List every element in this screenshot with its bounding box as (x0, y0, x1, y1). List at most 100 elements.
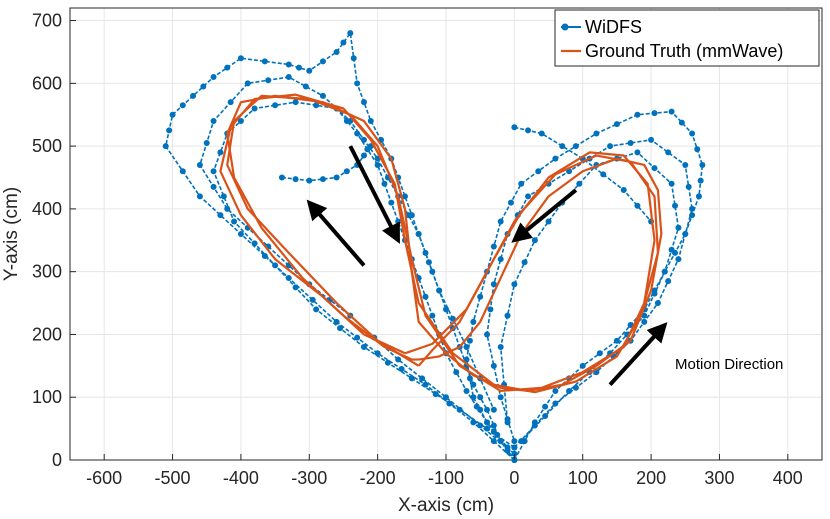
widfs-data-point (251, 105, 258, 112)
widfs-data-point (285, 61, 292, 68)
widfs-data-point (490, 428, 497, 435)
widfs-data-point (694, 146, 701, 153)
widfs-data-point (490, 362, 497, 369)
widfs-data-point (596, 350, 603, 357)
widfs-data-point (504, 447, 511, 454)
y-tick-label: 0 (52, 450, 62, 470)
widfs-data-point (306, 177, 313, 184)
widfs-data-point (651, 110, 658, 117)
widfs-data-point (545, 218, 552, 225)
widfs-data-point (272, 102, 279, 109)
widfs-data-point (217, 149, 224, 156)
widfs-data-point (552, 155, 559, 162)
x-tick-label: -600 (86, 468, 122, 488)
x-tick-label: -100 (428, 468, 464, 488)
widfs-data-point (408, 375, 415, 382)
widfs-data-point (634, 202, 641, 209)
widfs-data-point (651, 290, 658, 297)
widfs-data-point (429, 312, 436, 319)
widfs-data-point (265, 77, 272, 84)
widfs-data-point (179, 102, 186, 109)
widfs-data-point (689, 130, 696, 137)
y-tick-label: 300 (32, 262, 62, 282)
x-tick-label: -400 (223, 468, 259, 488)
widfs-data-point (542, 413, 549, 420)
widfs-data-point (651, 165, 658, 172)
widfs-data-point (559, 143, 566, 150)
widfs-data-point (422, 293, 429, 300)
widfs-data-point (665, 278, 672, 285)
widfs-data-point (210, 74, 217, 81)
widfs-data-point (511, 450, 518, 457)
widfs-data-point (237, 118, 244, 124)
widfs-data-point (497, 394, 504, 401)
x-tick-label: -500 (155, 468, 191, 488)
widfs-data-point (552, 387, 559, 394)
widfs-data-point (689, 205, 696, 212)
widfs-data-point (607, 143, 614, 150)
widfs-data-point (333, 48, 340, 55)
widfs-data-point (641, 318, 648, 325)
widfs-data-point (231, 218, 238, 225)
widfs-data-point (572, 143, 579, 150)
widfs-data-point (466, 337, 473, 344)
widfs-data-point (237, 231, 244, 237)
widfs-data-point (672, 202, 679, 209)
widfs-data-point (477, 406, 484, 413)
x-tick-label: 300 (704, 468, 734, 488)
widfs-data-point (309, 296, 316, 303)
widfs-data-point (654, 300, 661, 307)
widfs-data-point (487, 306, 494, 313)
widfs-data-point (200, 83, 207, 90)
widfs-data-point (162, 143, 169, 150)
widfs-data-point (497, 438, 504, 445)
widfs-data-point (237, 55, 244, 62)
widfs-data-point (340, 39, 347, 46)
widfs-data-point (490, 406, 497, 413)
widfs-data-point (497, 218, 504, 225)
widfs-data-point (196, 193, 203, 200)
widfs-data-point (169, 111, 176, 118)
widfs-data-point (593, 130, 600, 137)
widfs-data-point (497, 344, 504, 350)
widfs-data-point (504, 312, 511, 319)
widfs-data-point (210, 168, 217, 175)
x-axis-label: X-axis (cm) (398, 495, 494, 516)
widfs-data-point (313, 306, 320, 313)
widfs-data-point (278, 174, 285, 181)
x-tick-label: -200 (360, 468, 396, 488)
widfs-data-point (319, 92, 326, 99)
widfs-trace-line (514, 126, 652, 222)
legend: WiDFS Ground Truth (mmWave) (554, 9, 820, 67)
widfs-data-point (285, 74, 292, 81)
ground-truth-trace-line (219, 93, 660, 394)
widfs-data-point (627, 322, 634, 329)
motion-direction-arrow (348, 145, 400, 244)
widfs-data-point (224, 64, 231, 71)
widfs-data-point (490, 243, 497, 250)
motion-direction-arrow (306, 199, 366, 267)
widfs-data-point (432, 391, 439, 398)
widfs-data-point (436, 287, 443, 294)
y-tick-label: 600 (32, 73, 62, 93)
widfs-data-point (415, 231, 422, 237)
widfs-data-point (302, 83, 309, 90)
widfs-data-point (337, 325, 344, 332)
widfs-data-point (196, 161, 203, 168)
widfs-data-point (381, 180, 388, 187)
widfs-data-point (504, 419, 511, 426)
widfs-data-point (360, 136, 367, 143)
widfs-data-point (511, 124, 518, 131)
widfs-data-point (507, 199, 514, 206)
widfs-data-point (360, 99, 367, 106)
widfs-data-point (179, 168, 186, 175)
widfs-data-point (641, 312, 648, 319)
widfs-data-point (566, 387, 573, 394)
widfs-data-point (682, 231, 689, 237)
widfs-data-point (665, 149, 672, 156)
widfs-data-point (572, 384, 579, 391)
widfs-data-point (699, 161, 706, 168)
widfs-data-point (224, 205, 231, 212)
widfs-data-point (477, 293, 484, 300)
widfs-data-point (511, 438, 518, 445)
